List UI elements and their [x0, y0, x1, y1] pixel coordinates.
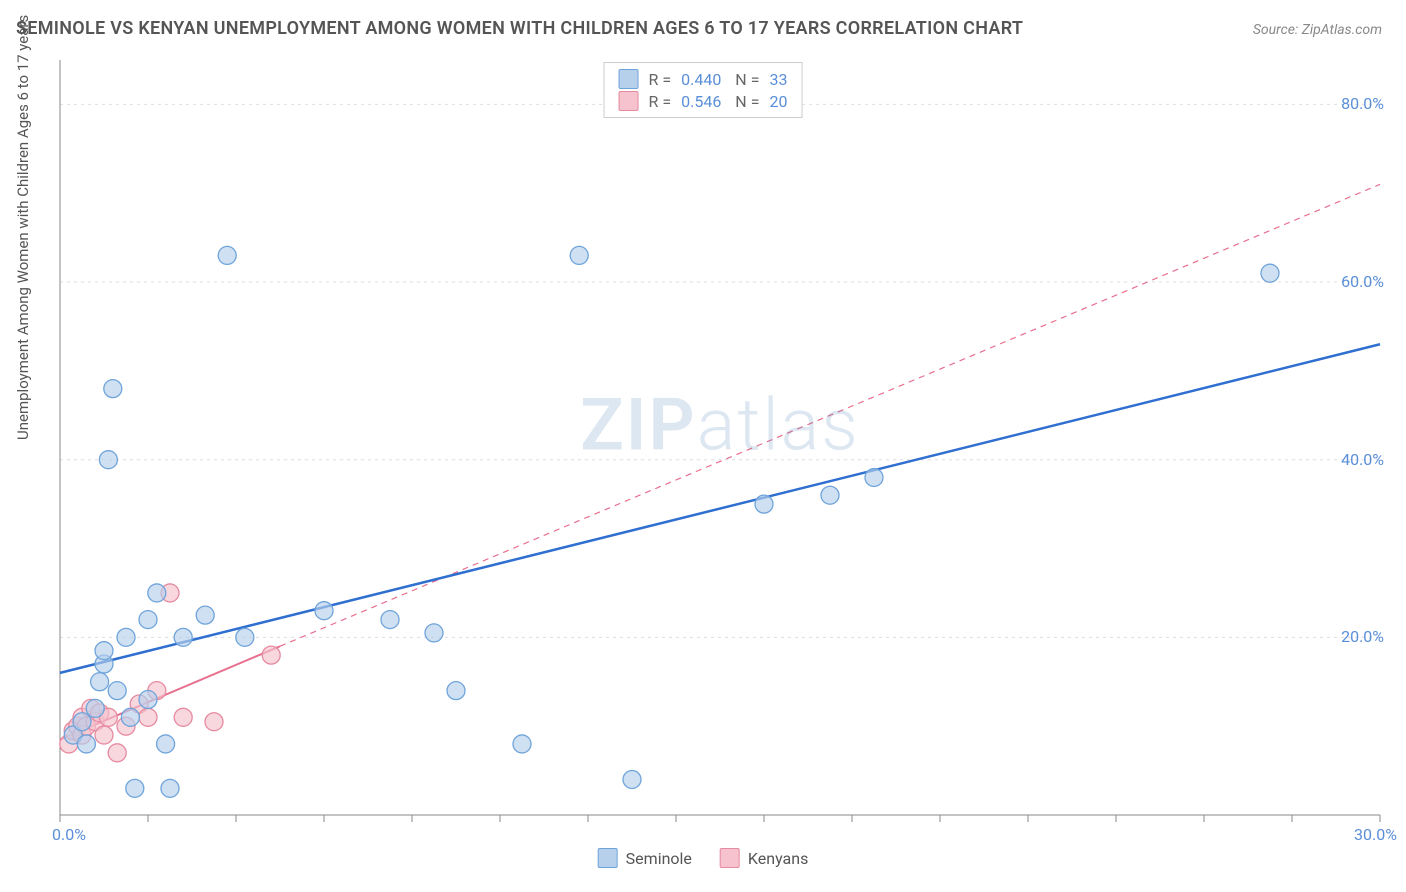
legend-stats-row-2: R = 0.546 N = 20	[619, 91, 788, 111]
stat-label: N =	[731, 92, 759, 111]
axis-tick-label: 30.0%	[1354, 825, 1397, 844]
source-label: Source: ZipAtlas.com	[1253, 22, 1382, 38]
legend-stats-box: R = 0.440 N = 33 R = 0.546 N = 20	[604, 62, 803, 118]
stat-label: R =	[649, 70, 672, 89]
axis-tick-label: 60.0%	[1341, 272, 1384, 291]
legend-swatch-kenyans	[720, 848, 740, 868]
legend-item-kenyans: Kenyans	[720, 848, 808, 868]
legend-stats-row-1: R = 0.440 N = 33	[619, 69, 788, 89]
legend-swatch-seminole	[619, 69, 639, 89]
stat-r-value-2: 0.546	[681, 92, 721, 111]
axis-tick-label: 80.0%	[1341, 94, 1384, 113]
legend-swatch-kenyans	[619, 91, 639, 111]
legend-item-seminole: Seminole	[598, 848, 692, 868]
stat-n-value-2: 20	[769, 92, 787, 111]
axis-tick-label: 40.0%	[1341, 450, 1384, 469]
stat-label: N =	[731, 70, 759, 89]
chart-svg	[50, 55, 1390, 825]
axis-tick-label: 0.0%	[52, 825, 86, 844]
y-axis-label: Unemployment Among Women with Children A…	[14, 15, 32, 440]
legend-swatch-seminole	[598, 848, 618, 868]
scatter-plot: ZIPatlas 0.0%30.0%20.0%40.0%60.0%80.0%	[50, 55, 1390, 825]
bottom-legend: Seminole Kenyans	[598, 848, 809, 868]
legend-label: Seminole	[626, 849, 692, 868]
legend-label: Kenyans	[748, 849, 808, 868]
chart-title: SEMINOLE VS KENYAN UNEMPLOYMENT AMONG WO…	[16, 18, 1023, 39]
stat-n-value-1: 33	[769, 70, 787, 89]
stat-r-value-1: 0.440	[681, 70, 721, 89]
axis-tick-label: 20.0%	[1341, 627, 1384, 646]
stat-label: R =	[649, 92, 672, 111]
